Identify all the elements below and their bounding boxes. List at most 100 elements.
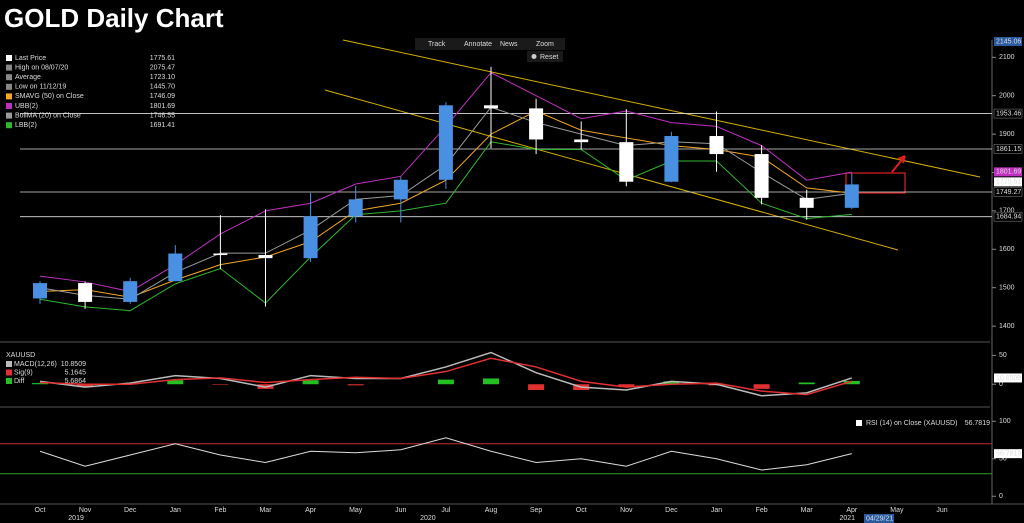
x-tick-label: Feb <box>214 507 226 514</box>
legend-label: Last Price <box>15 55 46 62</box>
legend-swatch <box>6 55 12 61</box>
legend-swatch <box>6 361 12 367</box>
diff-bar <box>437 379 454 385</box>
toolbar-item[interactable]: Track <box>428 41 446 48</box>
level-label-bg <box>993 211 1023 222</box>
legend-label: Average <box>15 74 41 81</box>
trend-line <box>342 39 981 178</box>
value-label: 56.7819 <box>996 451 1021 458</box>
level-label: 1953.46 <box>996 110 1021 117</box>
candle-body <box>529 108 544 140</box>
reset-button[interactable] <box>527 51 563 62</box>
x-tick-label: Mar <box>259 507 272 514</box>
y-tick-label: 1400 <box>999 323 1015 330</box>
signal-line <box>39 357 853 396</box>
reset-icon <box>531 54 537 59</box>
legend-value: 1746.55 <box>150 112 175 119</box>
x-tick-label: Apr <box>846 507 858 514</box>
legend-value: 5.6864 <box>65 378 87 385</box>
toolbar[interactable] <box>415 38 565 50</box>
x-tick-label: Jan <box>711 507 722 514</box>
candle-body <box>438 105 453 180</box>
toolbar-item[interactable]: Annotate <box>464 41 492 48</box>
candle-body <box>619 142 634 182</box>
toolbar-item[interactable]: Zoom <box>536 41 554 48</box>
y-tick-label: 1600 <box>999 246 1015 253</box>
candle-body <box>348 199 363 217</box>
top-label: 2145.06 <box>996 38 1021 45</box>
diff-bar <box>483 378 499 385</box>
candle-body <box>574 139 589 143</box>
legend-value: 2075.47 <box>150 64 175 71</box>
year-label: 2021 <box>840 515 856 522</box>
legend-label: High on 08/07/20 <box>15 64 68 71</box>
year-label: 2020 <box>420 515 436 522</box>
x-tick-label: Sep <box>530 507 543 514</box>
diff-bar <box>347 384 364 386</box>
legend-value: 1445.70 <box>150 84 175 91</box>
x-tick-label: Jul <box>441 507 450 514</box>
end-date-bg <box>864 514 894 523</box>
legend-label: Diff <box>14 378 24 385</box>
x-tick-label: Nov <box>79 507 92 514</box>
legend-value: 5.1645 <box>65 369 87 376</box>
legend-swatch <box>6 122 12 129</box>
diff-bar <box>663 381 680 385</box>
legend-label: SMAVG (50) on Close <box>15 93 84 100</box>
value-label-bg <box>994 373 1022 383</box>
y-tick-label: 1500 <box>999 285 1015 292</box>
candle-body <box>123 281 138 302</box>
candle-body <box>844 184 859 208</box>
legend-label: Low on 11/12/19 <box>15 84 66 91</box>
legend-value: 10.8509 <box>61 361 86 368</box>
toolbar-item[interactable]: News <box>500 41 518 48</box>
chart-title: GOLD Daily Chart <box>4 3 224 33</box>
highlight-box <box>845 172 906 194</box>
reset-label[interactable]: Reset <box>540 54 558 61</box>
level-label-bg <box>993 187 1023 197</box>
legend-label: UBB(2) <box>15 103 38 110</box>
diff-bar <box>843 380 860 385</box>
legend-label: LBB(2) <box>15 122 37 129</box>
diff-bar <box>528 384 545 390</box>
x-tick-label: Dec <box>665 507 678 514</box>
value-label-bg <box>994 449 1022 459</box>
x-tick-label: Dec <box>124 507 137 514</box>
x-tick-label: Oct <box>35 507 46 514</box>
x-tick-label: Feb <box>756 507 768 514</box>
y-tick-label: 50 <box>999 456 1007 463</box>
rsi-legend-value: 56.7819 <box>965 420 990 427</box>
diff-bar <box>212 384 229 385</box>
level-label: 1684.94 <box>996 214 1021 221</box>
candle-body <box>258 255 273 259</box>
x-tick-label: Jun <box>936 507 947 514</box>
level-label: 1749.27 <box>996 189 1021 196</box>
year-label: 2019 <box>68 515 84 522</box>
x-tick-label: May <box>349 507 363 514</box>
y-tick-label: 1900 <box>999 131 1015 138</box>
candle-body <box>303 216 318 259</box>
candle-body <box>799 197 814 208</box>
legend-value: 1691.41 <box>150 122 175 129</box>
y-tick-label: 100 <box>999 418 1011 425</box>
value-label: 10.8509 <box>996 375 1021 382</box>
value-label: 1775.61 <box>996 179 1021 186</box>
y-tick-label: 2000 <box>999 93 1015 100</box>
x-tick-label: Apr <box>305 507 317 514</box>
y-tick-label: 50 <box>999 352 1007 359</box>
candle-body <box>33 283 47 299</box>
rsi-legend: RSI (14) on Close (XAUUSD) <box>866 420 957 427</box>
legend-swatch <box>6 74 12 81</box>
arrow <box>891 155 906 173</box>
x-tick-label: Jun <box>395 507 406 514</box>
candle-body <box>78 283 93 302</box>
legend-value: 1801.69 <box>150 103 175 110</box>
level-label-bg <box>993 144 1023 154</box>
level-label: 1861.15 <box>996 146 1021 153</box>
diff-bar <box>167 380 184 385</box>
x-tick-label: Aug <box>485 507 498 514</box>
candle-body <box>664 136 679 182</box>
candle-body <box>393 179 408 200</box>
y-tick-label: 1700 <box>999 208 1015 215</box>
candle-body <box>709 136 724 155</box>
